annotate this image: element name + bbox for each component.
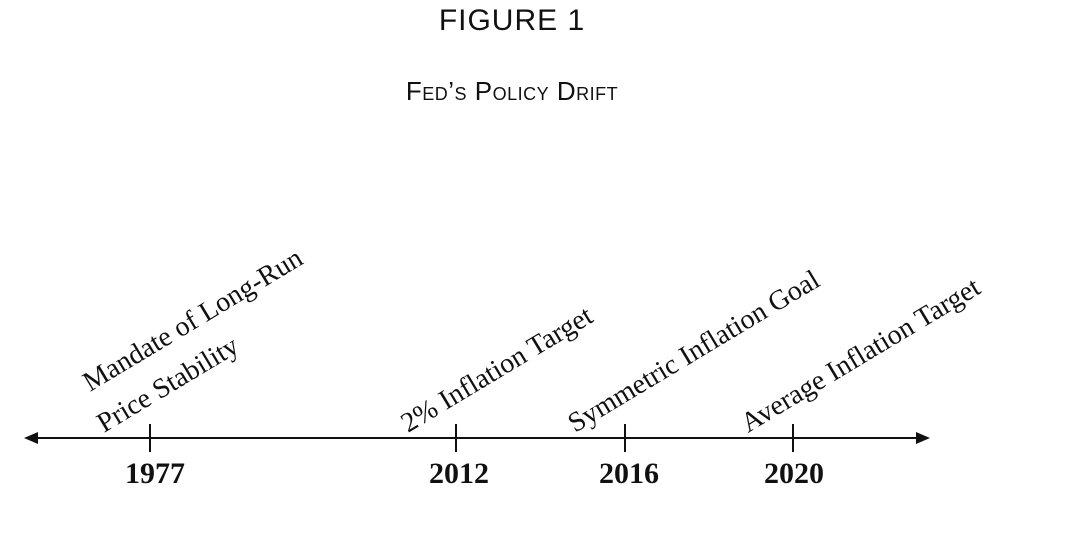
figure-number: FIGURE 1	[438, 4, 586, 37]
figure-title: Fed’s Policy Drift	[405, 76, 619, 106]
year-label: 2012	[429, 457, 489, 490]
timeline-left-arrow	[24, 432, 38, 444]
timeline-event-2012: 2012 2% Inflation Target	[396, 300, 599, 490]
timeline-event-1977: 1977 Mandate of Long-Run Price Stability	[78, 242, 309, 490]
timeline-right-arrow	[916, 432, 930, 444]
year-label: 1977	[125, 457, 185, 490]
year-label: 2020	[764, 457, 824, 490]
year-label: 2016	[599, 457, 659, 490]
